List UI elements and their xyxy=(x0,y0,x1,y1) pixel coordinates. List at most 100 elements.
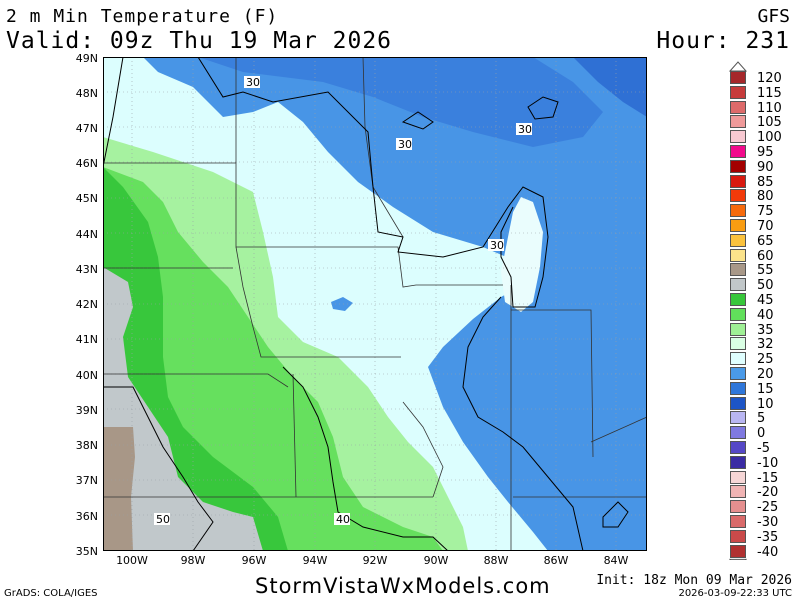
contour-label: 50 xyxy=(156,513,170,526)
legend-label: 120 xyxy=(757,71,782,86)
lat-label: 35N xyxy=(75,545,98,558)
site-name: StormVistaWxModels.com xyxy=(255,574,551,598)
lat-label: 47N xyxy=(75,122,98,135)
cold-region xyxy=(143,57,647,551)
legend-swatch xyxy=(730,455,746,469)
lon-label: 84W xyxy=(603,554,629,567)
legend-label: 60 xyxy=(757,248,774,264)
map-panel: 30 30 30 30 50 40 xyxy=(103,57,647,551)
grid-lines xyxy=(103,57,647,551)
legend-label: 80 xyxy=(757,189,774,205)
legend-top-arrow xyxy=(728,61,748,72)
legend-label: -5 xyxy=(757,441,770,456)
legend-swatch xyxy=(730,115,746,129)
contour-label: 40 xyxy=(336,513,350,526)
legend-swatch xyxy=(730,145,746,158)
legend-swatch xyxy=(730,219,746,232)
legend-swatch xyxy=(730,337,746,351)
chart-title: 2 m Min Temperature (F) xyxy=(6,6,279,27)
lat-label: 37N xyxy=(75,474,98,487)
legend-swatch xyxy=(730,85,746,99)
contour-label: 30 xyxy=(246,76,260,89)
legend-swatch xyxy=(730,174,746,188)
legend-label: -30 xyxy=(757,515,779,530)
legend-label: 55 xyxy=(757,263,774,279)
legend-swatch xyxy=(730,381,746,395)
legend-label: -40 xyxy=(757,544,779,560)
legend-label: 95 xyxy=(757,145,774,160)
legend-label: -35 xyxy=(757,529,779,545)
legend-label: 45 xyxy=(757,293,774,308)
legend-label: -15 xyxy=(757,470,779,486)
lat-label: 43N xyxy=(75,263,98,276)
contour-lines xyxy=(103,57,629,551)
legend-label: 35 xyxy=(757,322,774,338)
legend-swatch xyxy=(730,485,746,499)
legend-swatch xyxy=(730,159,746,173)
lon-label: 98W xyxy=(180,554,206,567)
legend-swatch xyxy=(730,293,746,306)
lat-label: 36N xyxy=(75,510,98,523)
lat-label: 41N xyxy=(75,333,98,346)
legend-label: 25 xyxy=(757,352,774,368)
lon-label: 92W xyxy=(362,554,388,567)
contour-label: 30 xyxy=(398,138,412,151)
darker-blue-ne xyxy=(573,57,647,117)
lon-label: 96W xyxy=(241,554,267,567)
lat-label: 42N xyxy=(75,298,98,311)
legend-label: 40 xyxy=(757,307,774,323)
legend-label: 5 xyxy=(757,411,766,427)
lon-label: 94W xyxy=(302,554,328,567)
lat-label: 44N xyxy=(75,228,98,241)
state-boundaries xyxy=(103,57,647,551)
brown-region xyxy=(103,427,135,551)
grads-credit: GrADS: COLA/IGES xyxy=(4,588,98,599)
generated-timestamp: 2026-03-09-22:33 UTC xyxy=(678,588,792,599)
temperature-map: 30 30 30 30 50 40 xyxy=(103,57,647,551)
darker-blue-region xyxy=(198,57,603,147)
lat-label: 46N xyxy=(75,157,98,170)
legend-label: 100 xyxy=(757,130,782,146)
legend-label: 75 xyxy=(757,204,774,220)
legend-swatch xyxy=(730,307,746,321)
legend-swatch xyxy=(730,411,746,425)
legend-label: 0 xyxy=(757,426,766,442)
legend-label: 20 xyxy=(757,367,774,382)
init-time: Init: 18z Mon 09 Mar 2026 xyxy=(596,573,792,588)
forecast-hour: Hour: 231 xyxy=(656,28,790,54)
legend-swatch xyxy=(730,470,746,484)
contour-label: 30 xyxy=(490,239,504,252)
lat-label: 39N xyxy=(75,404,98,417)
lat-label: 38N xyxy=(75,439,98,452)
legend-swatch xyxy=(730,130,746,144)
legend-label: 50 xyxy=(757,278,774,294)
legend-bottom-arrow xyxy=(728,558,748,560)
lon-label: 86W xyxy=(543,554,569,567)
legend-label: 15 xyxy=(757,381,774,397)
legend-swatch xyxy=(730,367,746,380)
model-name: GFS xyxy=(757,6,790,27)
legend-swatch xyxy=(730,278,746,292)
legend-swatch xyxy=(730,515,746,528)
legend-swatch xyxy=(730,248,746,262)
legend-swatch xyxy=(730,441,746,454)
legend-label: 90 xyxy=(757,159,774,175)
contour-label-group: 30 30 30 30 50 40 xyxy=(154,76,532,526)
legend-label: -25 xyxy=(757,500,779,516)
color-legend: 120 115 110 105 100 95 90 85 80 75 70 65 60 55 50 45 40 3… xyxy=(727,61,797,560)
lat-label: 40N xyxy=(75,369,98,382)
lat-label: 49N xyxy=(75,52,98,65)
lon-label: 88W xyxy=(483,554,509,567)
legend-swatch xyxy=(730,500,746,514)
legend-label: -20 xyxy=(757,485,779,501)
lat-label: 45N xyxy=(75,192,98,205)
lon-label: 100W xyxy=(116,554,148,567)
lat-label: 48N xyxy=(75,87,98,100)
blue-blob xyxy=(331,297,353,311)
legend-swatch xyxy=(730,529,746,543)
legend-swatch xyxy=(730,263,746,277)
lon-label: 90W xyxy=(423,554,449,567)
contour-label: 30 xyxy=(518,123,532,136)
legend-swatch xyxy=(730,396,746,410)
valid-time: Valid: 09z Thu 19 Mar 2026 xyxy=(6,28,393,54)
